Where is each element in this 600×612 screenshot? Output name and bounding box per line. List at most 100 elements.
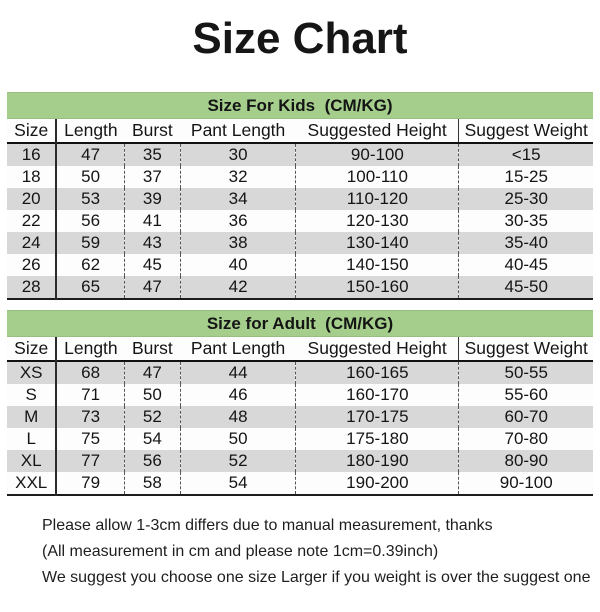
- table-cell: XS: [7, 361, 58, 384]
- table-cell: 80-90: [504, 451, 548, 470]
- table-cell: 58: [124, 472, 181, 495]
- table-cell: 39: [124, 188, 181, 210]
- table-cell: 56: [124, 450, 181, 472]
- table-cell: 175-180: [295, 428, 460, 450]
- table-cell: 75: [56, 428, 125, 450]
- table-cell: 62: [56, 254, 125, 276]
- table-row: XS 68 47 44 160-165 50-55: [7, 361, 593, 384]
- note-line-1: Please allow 1-3cm differs due to manual…: [42, 517, 493, 534]
- table-cell: 24: [7, 232, 58, 254]
- table-cell: 170-175: [295, 406, 460, 428]
- table-cell: 41: [124, 210, 181, 232]
- table-row: XXL 79 58 54 190-200 90-100: [7, 472, 593, 495]
- table-cell: 50-55: [504, 363, 548, 382]
- table-cell: 30: [180, 143, 297, 166]
- table-cell: L: [7, 428, 58, 450]
- table-cell: 77: [56, 450, 125, 472]
- table-cell: 48: [180, 406, 297, 428]
- table-cell: 36: [180, 210, 297, 232]
- table-cell: 47: [56, 143, 125, 166]
- table-cell: 16: [7, 143, 58, 166]
- table-cell: 25-30: [504, 189, 548, 208]
- table-cell: 54: [180, 472, 297, 495]
- table-cell: 180-190: [295, 450, 460, 472]
- table-cell: 22: [7, 210, 58, 232]
- table-cell: 55-60: [504, 385, 548, 404]
- table-cell: 26: [7, 254, 58, 276]
- adult-size-table: Size Length Burst Pant Length Suggested Heig…: [7, 337, 593, 496]
- table-cell: 73: [56, 406, 125, 428]
- table-row: 18 50 37 32 100-110 15-25: [7, 166, 593, 188]
- table-cell: 60-70: [504, 407, 548, 426]
- table-cell: 38: [180, 232, 297, 254]
- table-cell: 160-170: [295, 384, 460, 406]
- page-title: Size Chart: [192, 14, 408, 63]
- table-cell: 44: [180, 361, 297, 384]
- table-cell: 56: [56, 210, 125, 232]
- table-cell: 50: [180, 428, 297, 450]
- measurement-notes: Please allow 1-3cm differs due to manual…: [42, 513, 593, 591]
- table-row: L 75 54 50 175-180 70-80: [7, 428, 593, 450]
- column-header: Size: [7, 119, 58, 143]
- table-row: 22 56 41 36 120-130 30-35: [7, 210, 593, 232]
- column-header: Suggest Weight: [464, 120, 588, 140]
- table-cell: 42: [180, 276, 297, 299]
- column-header: Pant Length: [190, 120, 286, 140]
- table-row: S 71 50 46 160-170 55-60: [7, 384, 593, 406]
- table-cell: 90-100: [295, 143, 460, 166]
- table-cell: 15-25: [504, 167, 548, 186]
- table-cell: 90-100: [499, 473, 553, 492]
- table-cell: 100-110: [295, 166, 460, 188]
- table-cell: 190-200: [295, 472, 460, 495]
- table-cell: 52: [124, 406, 181, 428]
- table-cell: 30-35: [504, 211, 548, 230]
- table-cell: XXL: [7, 472, 58, 495]
- table-cell: 34: [180, 188, 297, 210]
- table-cell: 52: [180, 450, 297, 472]
- table-cell: 150-160: [295, 276, 460, 299]
- note-line-2: (All measurement in cm and please note 1…: [42, 543, 439, 560]
- column-header: Length: [64, 120, 118, 140]
- table-cell: 40: [180, 254, 297, 276]
- table-cell: 110-120: [295, 188, 460, 210]
- column-header: Burst: [131, 338, 173, 358]
- table-cell: 46: [180, 384, 297, 406]
- kids-section-header: Size For Kids (CM/KG): [7, 92, 593, 119]
- table-cell: S: [7, 384, 58, 406]
- table-row: 28 65 47 42 150-160 45-50: [7, 276, 593, 299]
- table-cell: 120-130: [295, 210, 460, 232]
- table-cell: 43: [124, 232, 181, 254]
- table-cell: 35: [124, 143, 181, 166]
- column-header: Pant Length: [190, 338, 286, 358]
- column-header: Size: [7, 337, 58, 361]
- column-header: Suggested Height: [295, 337, 460, 361]
- column-header: Suggest Weight: [464, 338, 588, 358]
- table-cell: 71: [56, 384, 125, 406]
- size-chart-page: Size Chart Size For Kids (CM/KG) Size Len…: [0, 12, 600, 591]
- table-cell: 50: [124, 384, 181, 406]
- column-header: Suggested Height: [295, 119, 460, 143]
- table-cell: <15: [511, 145, 541, 164]
- table-row: XL 77 56 52 180-190 80-90: [7, 450, 593, 472]
- header-row: Size Length Burst Pant Length Suggested Heig…: [7, 119, 593, 143]
- kids-size-section: Size For Kids (CM/KG) Size Length Burst Pan…: [7, 92, 593, 300]
- table-cell: 54: [124, 428, 181, 450]
- table-cell: XL: [7, 450, 58, 472]
- table-cell: 45-50: [504, 277, 548, 296]
- table-cell: 37: [124, 166, 181, 188]
- table-row: 26 62 45 40 140-150 40-45: [7, 254, 593, 276]
- table-cell: 79: [56, 472, 125, 495]
- column-header: Length: [64, 338, 118, 358]
- table-cell: 50: [56, 166, 125, 188]
- table-row: 24 59 43 38 130-140 35-40: [7, 232, 593, 254]
- header-row: Size Length Burst Pant Length Suggested Heig…: [7, 337, 593, 361]
- table-cell: 28: [7, 276, 58, 299]
- column-header: Burst: [131, 120, 173, 140]
- adult-section-header: Size for Adult (CM/KG): [7, 310, 593, 337]
- table-cell: 40-45: [504, 255, 548, 274]
- table-cell: 18: [7, 166, 58, 188]
- table-cell: 140-150: [295, 254, 460, 276]
- kids-size-table: Size Length Burst Pant Length Suggested Heig…: [7, 119, 593, 300]
- table-cell: 20: [7, 188, 58, 210]
- table-cell: 35-40: [504, 233, 548, 252]
